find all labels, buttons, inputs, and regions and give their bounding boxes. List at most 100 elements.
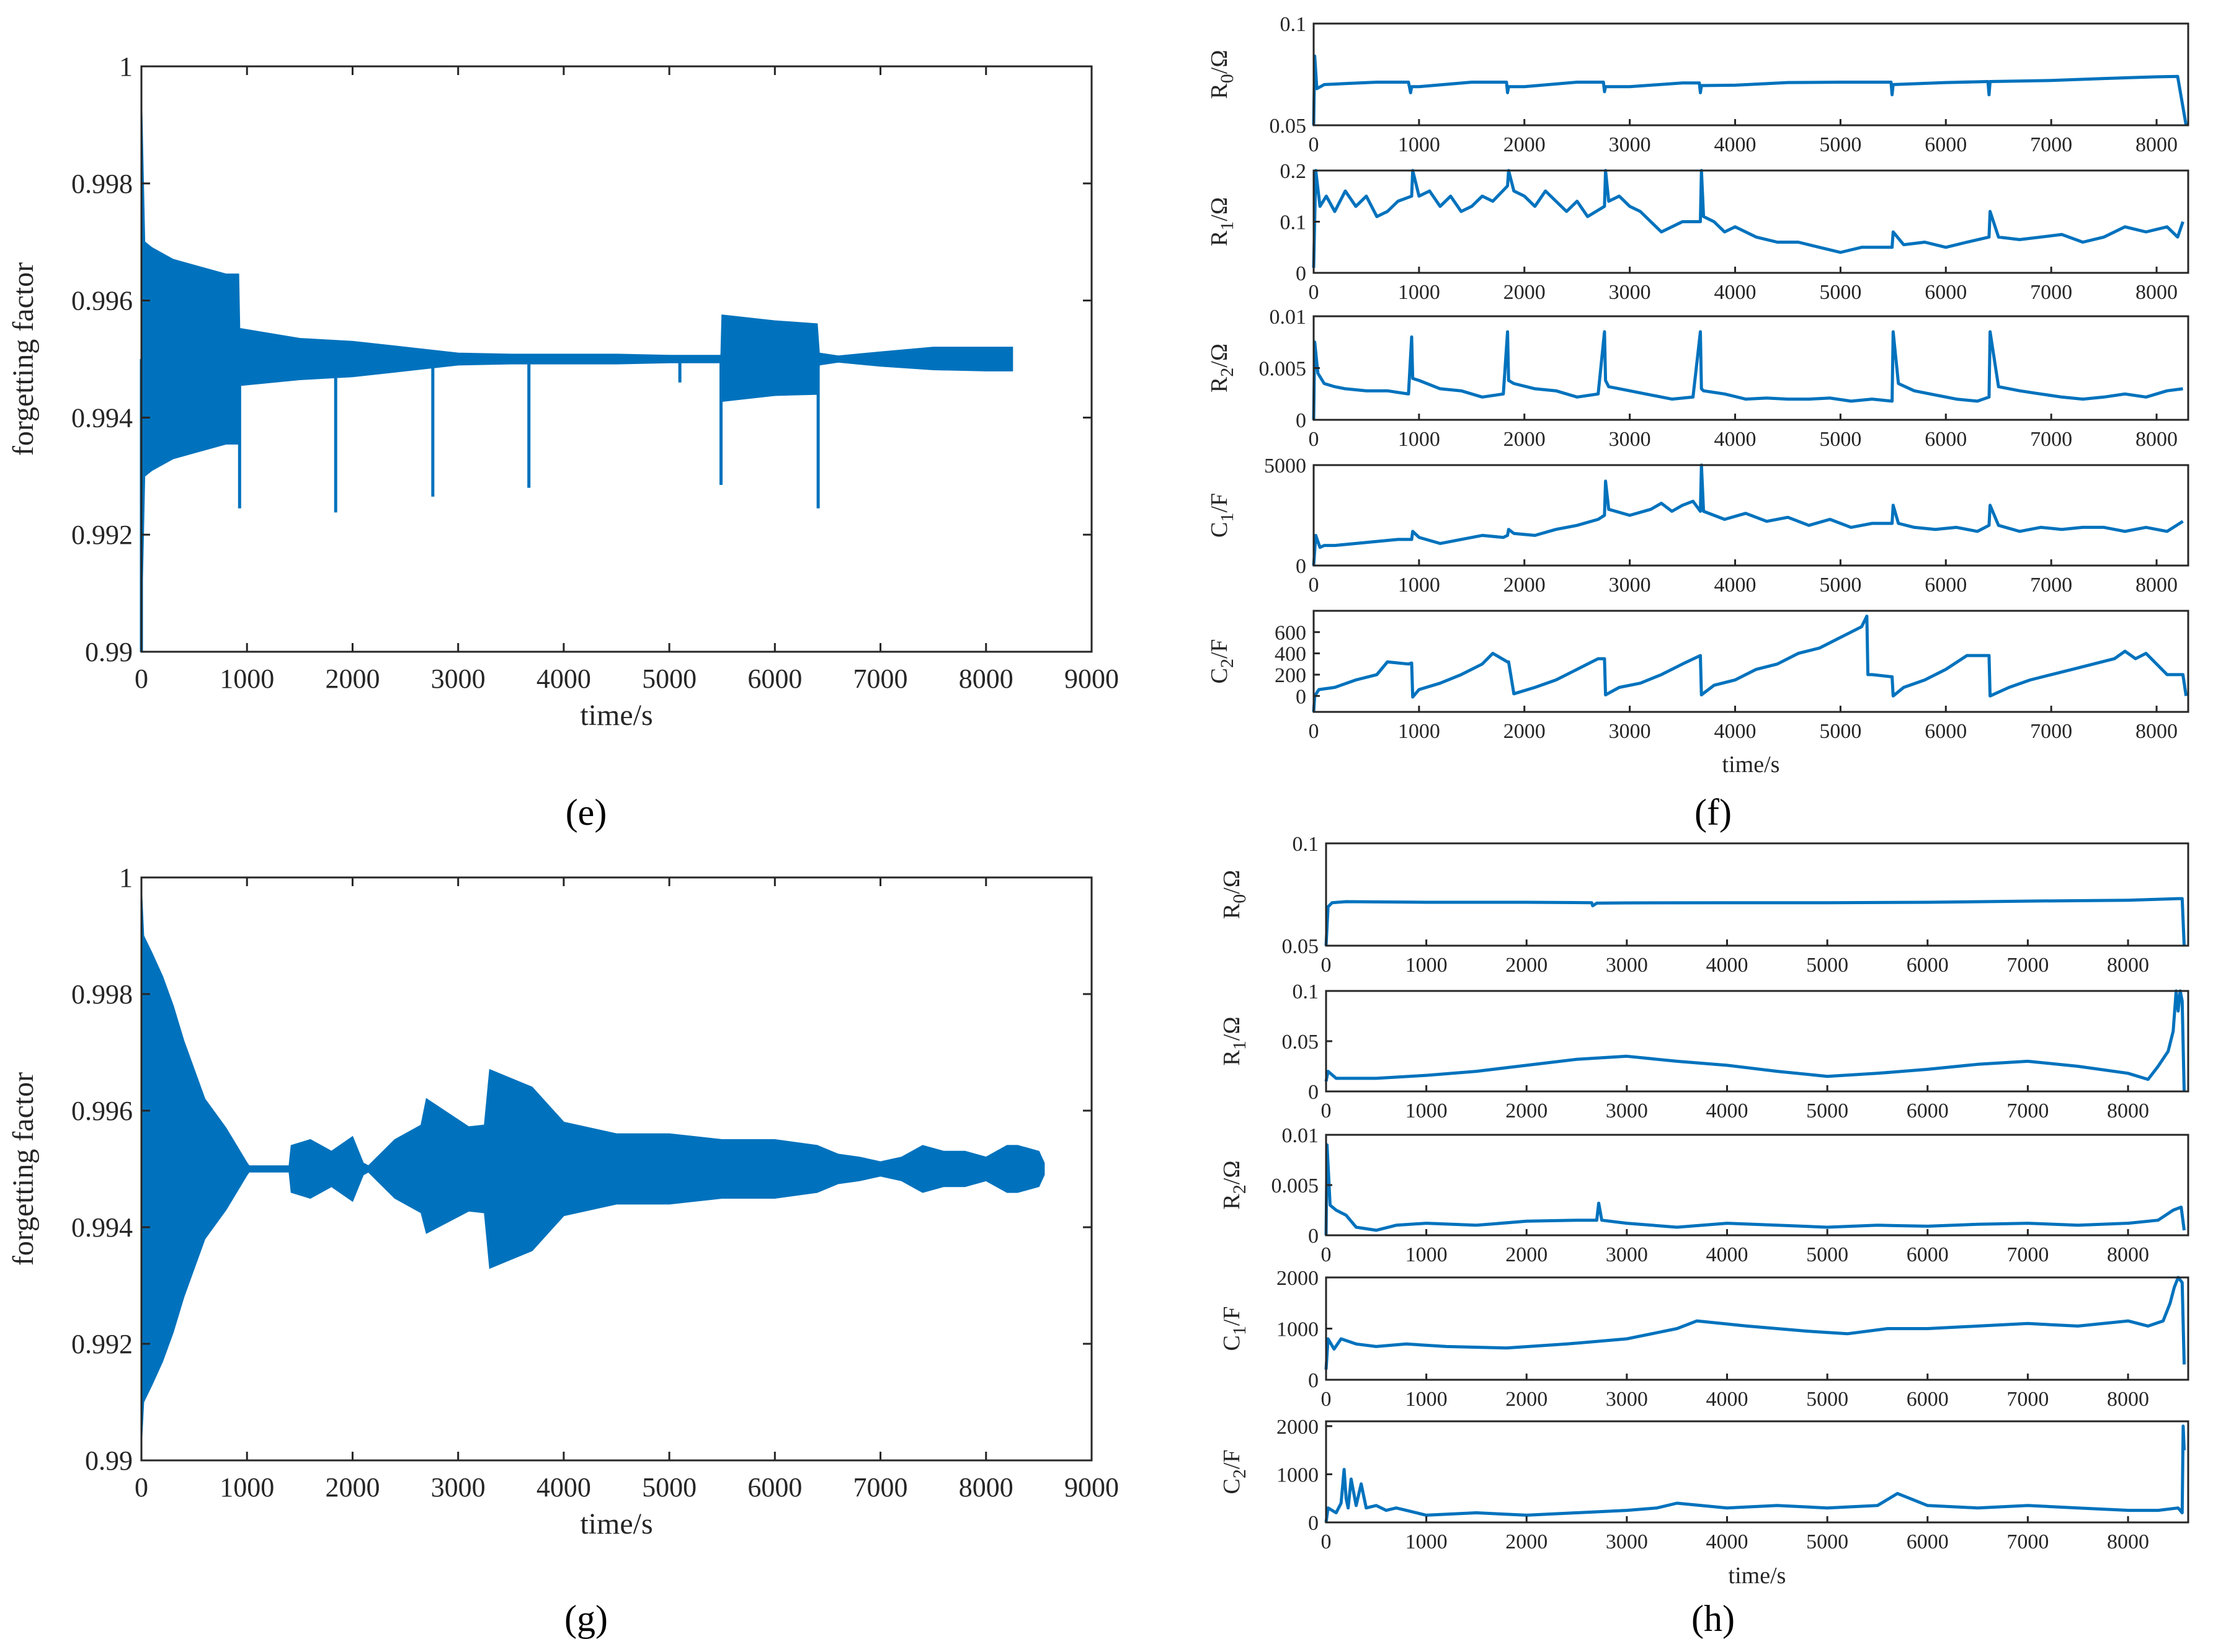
x-tick-label-f-1-1: 1000 [1398, 281, 1440, 304]
x-tick-label-h-1-7: 7000 [2006, 1099, 2049, 1122]
x-tick-label-g-4: 4000 [537, 1472, 591, 1503]
x-tick-label-f-1-5: 5000 [1819, 281, 1861, 304]
y-tick-label-g-2: 0.994 [71, 1212, 133, 1243]
x-tick-label-h-3-4: 4000 [1706, 1388, 1748, 1411]
x-tick-label-f-4-1: 1000 [1398, 720, 1440, 743]
x-tick-label-f-2-1: 1000 [1398, 428, 1440, 451]
x-tick-label-h-1-3: 3000 [1606, 1099, 1648, 1122]
x-tick-label-f-4-4: 4000 [1714, 720, 1757, 743]
x-tick-label-f-0-7: 7000 [2030, 133, 2072, 156]
y-tick-label-h-4-0: 0 [1308, 1512, 1319, 1535]
y-tick-label-h-2-2: 0.01 [1282, 1124, 1319, 1147]
x-tick-label-f-1-2: 2000 [1503, 281, 1546, 304]
y-tick-label-e-0: 0.99 [85, 637, 133, 667]
x-tick-label-h-3-7: 7000 [2006, 1388, 2049, 1411]
x-tick-label-e-2: 2000 [325, 664, 380, 694]
y-tick-label-f-1-1: 0.1 [1280, 211, 1307, 234]
y-tick-label-h-0-1: 0.1 [1293, 833, 1319, 856]
subplot-f-4: 0 1000 2000 3000 4000 5000 6000 7000 80000200400… [1206, 610, 2189, 743]
x-tick-label-g-7: 7000 [853, 1472, 908, 1503]
subplot-f-1: 0 1000 2000 3000 4000 5000 6000 7000 8000 0 0.1 0.2… [1206, 160, 2189, 304]
y-axis-label-sub-f-1: 1 [1217, 221, 1237, 231]
x-tick-label-f-3-4: 4000 [1714, 574, 1757, 597]
panel-label-g: (g) [564, 1598, 608, 1639]
y-tick-label-g-4: 0.998 [71, 979, 133, 1010]
subplot-f-0: 0 1000 2000 3000 4000 5000 6000 7000 8000 0.05 0.1… [1206, 13, 2189, 156]
x-tick-label-h-2-4: 4000 [1706, 1243, 1748, 1266]
y-axis-label-sub-h-1: 1 [1229, 1041, 1250, 1050]
series-line-h-4 [1324, 1424, 2186, 1523]
y-axis-label-tail-h-4: /F [1219, 1449, 1245, 1469]
x-tick-label-h-1-8: 8000 [2107, 1099, 2149, 1122]
y-tick-label-f-1-0: 0 [1296, 262, 1306, 285]
x-tick-label-h-0-8: 8000 [2107, 954, 2149, 977]
panel-e: 0 1000 2000 3000 4000 5000 6000 7000 8000 9000 0.9… [7, 51, 1119, 732]
y-axis-label-sub-h-0: 0 [1229, 894, 1250, 904]
series-line-f-4 [1312, 615, 2188, 713]
x-axis-label-f: time/s [1722, 752, 1780, 778]
y-axis-label-f-2: R2/Ω [1206, 344, 1237, 393]
y-axis-label-f-4: C2/F [1206, 639, 1237, 683]
x-tick-label-h-2-7: 7000 [2006, 1243, 2049, 1266]
y-axis-label-tail-f-3: /F [1206, 493, 1232, 513]
x-tick-label-h-0-1: 1000 [1405, 954, 1448, 977]
y-axis-label-tail-f-4: /F [1206, 639, 1232, 659]
y-axis-label-f-3: C1/F [1206, 493, 1237, 538]
x-tick-label-g-1: 1000 [220, 1472, 274, 1503]
x-tick-label-h-2-3: 3000 [1606, 1243, 1648, 1266]
subplot-h-2: 0 1000 2000 3000 4000 5000 6000 7000 8000 0 0.005 0… [1219, 1124, 2189, 1266]
y-axis-label-main-f-1: R [1206, 230, 1232, 246]
subplot-h-4: 0 1000 2000 3000 4000 5000 6000 7000 8000 0 1000 20… [1219, 1416, 2189, 1553]
y-tick-label-h-1-1: 0.05 [1282, 1031, 1319, 1054]
x-tick-label-g-8: 8000 [959, 1472, 1013, 1503]
y-axis-label-tail-h-0: /Ω [1219, 870, 1245, 894]
y-axis-label-main-f-0: R [1206, 83, 1232, 99]
x-tick-label-h-3-1: 1000 [1405, 1388, 1448, 1411]
series-line-f-1 [1312, 169, 2184, 268]
x-tick-label-h-3-8: 8000 [2107, 1388, 2149, 1411]
x-tick-label-h-0-5: 5000 [1806, 954, 1848, 977]
subplot-frame-f-3 [1312, 464, 2189, 567]
y-tick-label-h-1-2: 0.1 [1293, 980, 1319, 1003]
y-axis-label-sub-f-3: 1 [1217, 513, 1237, 522]
y-axis-label-tail-f-1: /Ω [1206, 197, 1232, 221]
y-axis-label-main-h-4: C [1219, 1478, 1245, 1494]
x-tick-label-h-2-6: 6000 [1907, 1243, 1949, 1266]
panel-label-h: (h) [1691, 1598, 1735, 1639]
x-tick-label-h-1-1: 1000 [1405, 1099, 1448, 1122]
y-tick-label-f-4-1: 200 [1275, 664, 1306, 687]
y-axis-label-sub-h-3: 1 [1229, 1326, 1250, 1335]
x-tick-label-f-4-6: 6000 [1925, 720, 1967, 743]
x-tick-label-g-5: 5000 [642, 1472, 697, 1503]
x-tick-label-f-3-3: 3000 [1609, 574, 1651, 597]
plot-frame-g [140, 876, 1093, 1462]
y-axis-label-main-f-4: C [1206, 668, 1232, 683]
x-tick-label-f-0-2: 2000 [1503, 133, 1546, 156]
x-tick-label-h-3-5: 5000 [1806, 1388, 1848, 1411]
y-tick-label-h-2-1: 0.005 [1271, 1175, 1319, 1197]
x-tick-label-h-4-7: 7000 [2006, 1530, 2049, 1553]
subplot-h-0: 0 1000 2000 3000 4000 5000 6000 7000 8000 0.05 0.1… [1219, 833, 2189, 977]
x-tick-label-e-1: 1000 [220, 664, 274, 694]
y-tick-label-f-2-2: 0.01 [1270, 306, 1307, 329]
y-axis-label-tail-f-0: /Ω [1206, 50, 1232, 74]
x-tick-label-e-5: 5000 [642, 664, 697, 694]
x-tick-label-e-0: 0 [135, 664, 148, 694]
series-line-h-2 [1324, 1143, 2186, 1236]
y-tick-label-e-2: 0.994 [71, 402, 133, 433]
x-tick-label-f-1-6: 6000 [1925, 281, 1967, 304]
x-tick-label-f-3-6: 6000 [1925, 574, 1967, 597]
subplot-frame-h-0 [1325, 842, 2189, 947]
x-tick-label-f-3-2: 2000 [1503, 574, 1546, 597]
x-tick-label-h-0-2: 2000 [1505, 954, 1547, 977]
x-tick-label-g-6: 6000 [747, 1472, 802, 1503]
y-tick-label-h-4-2: 2000 [1276, 1416, 1319, 1439]
x-tick-label-f-3-0: 0 [1309, 574, 1319, 597]
x-tick-label-f-2-4: 4000 [1714, 428, 1757, 451]
y-axis-label-h-4: C2/F [1219, 1449, 1250, 1494]
x-tick-label-h-4-8: 8000 [2107, 1530, 2149, 1553]
series-line-f-3 [1312, 463, 2184, 566]
y-tick-label-e-5: 1 [119, 51, 133, 82]
x-tick-label-h-1-0: 0 [1321, 1099, 1332, 1122]
y-tick-label-h-1-0: 0 [1308, 1081, 1319, 1104]
